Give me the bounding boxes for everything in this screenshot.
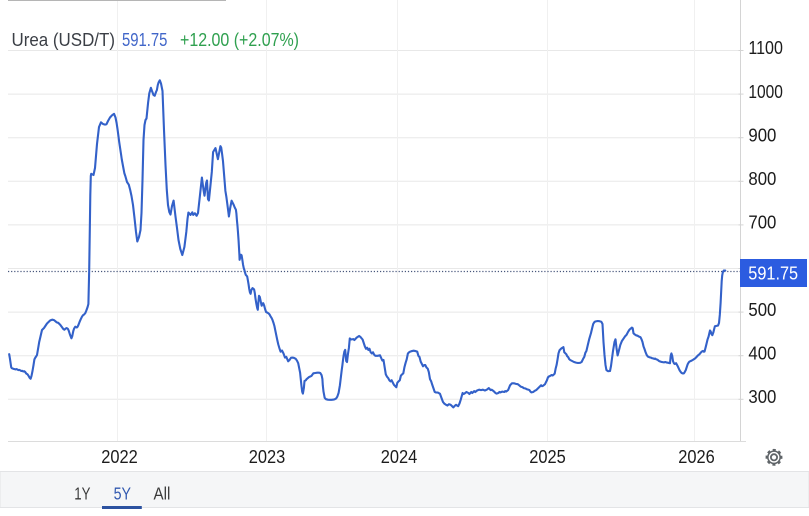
svg-text:All: All bbox=[154, 483, 171, 503]
svg-text:+12.00 (+2.07%): +12.00 (+2.07%) bbox=[180, 30, 299, 50]
svg-text:5Y: 5Y bbox=[114, 483, 132, 503]
svg-text:500: 500 bbox=[748, 300, 776, 320]
svg-text:1000: 1000 bbox=[748, 82, 783, 102]
svg-text:1Y: 1Y bbox=[74, 483, 90, 503]
svg-text:2025: 2025 bbox=[529, 447, 566, 467]
svg-text:900: 900 bbox=[748, 125, 776, 145]
svg-text:2026: 2026 bbox=[678, 447, 715, 467]
svg-text:591.75: 591.75 bbox=[122, 30, 167, 50]
svg-text:700: 700 bbox=[748, 213, 776, 233]
svg-text:591.75: 591.75 bbox=[748, 262, 798, 283]
svg-text:800: 800 bbox=[748, 169, 776, 189]
svg-text:2022: 2022 bbox=[101, 447, 138, 467]
svg-text:2023: 2023 bbox=[249, 447, 286, 467]
svg-text:400: 400 bbox=[748, 343, 776, 363]
svg-text:Urea (USD/T): Urea (USD/T) bbox=[12, 30, 116, 50]
svg-text:1100: 1100 bbox=[748, 38, 783, 58]
svg-text:2024: 2024 bbox=[381, 447, 418, 467]
svg-text:300: 300 bbox=[748, 387, 776, 407]
